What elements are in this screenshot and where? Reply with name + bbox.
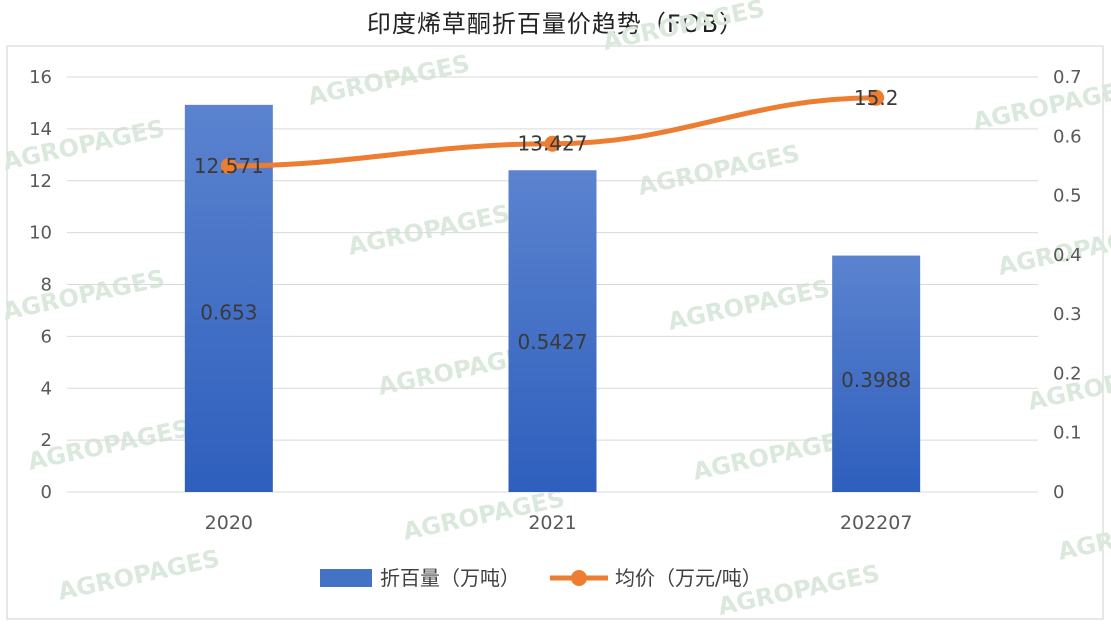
watermark-text: AGROPAGES	[635, 139, 802, 201]
y-right-tick-label: 0.3	[1053, 304, 1082, 325]
watermark-text: AGROPAGES	[0, 264, 167, 326]
line-point	[220, 157, 237, 174]
watermark-text: AGROPAGES	[970, 74, 1111, 136]
line-point	[868, 89, 885, 106]
y-left-tick-label: 2	[41, 430, 52, 451]
legend-line-label: 均价（万元/吨）	[615, 566, 762, 590]
y-left-tick-label: 16	[29, 67, 52, 88]
line-point	[544, 135, 561, 152]
x-category-label: 2021	[528, 512, 576, 534]
bar	[832, 255, 921, 492]
y-left-tick-label: 8	[41, 275, 52, 296]
bar-data-label: 0.3988	[841, 368, 911, 392]
line-series	[220, 89, 885, 174]
watermark-text: AGROPAGES	[600, 0, 767, 56]
watermark-text: AGROPAGES	[55, 544, 222, 606]
chart-title: 印度烯草酮折百量价趋势（FOB）	[366, 10, 745, 38]
y-right-tick-label: 0.7	[1053, 67, 1082, 88]
y-right-tick-label: 0.2	[1053, 363, 1082, 384]
legend-line-marker	[571, 570, 587, 586]
y-right-tick-label: 0.1	[1053, 423, 1082, 444]
legend-bar-swatch	[320, 569, 372, 587]
bar	[508, 170, 597, 493]
line-data-label: 15.2	[854, 86, 899, 110]
y-left-tick-label: 6	[41, 326, 52, 347]
line-data-label: 12.571	[194, 154, 264, 178]
data-labels: 0.653 0.5427 0.3988 12.571 13.427 15.2	[194, 86, 911, 392]
axis-ticks: 0 2 4 6 8 10 12 14 16 0 0.1 0.2 0.3 0.4 0.5 0.6 0.7 2020 2…	[29, 67, 1082, 534]
line-data-label: 13.427	[518, 132, 588, 156]
watermark-text: AGROPAGES	[665, 274, 832, 336]
y-right-tick-label: 0.6	[1053, 126, 1082, 147]
watermark-text: AGROPAGES	[345, 199, 512, 261]
y-left-tick-label: 0	[41, 482, 52, 503]
y-right-tick-label: 0.5	[1053, 186, 1082, 207]
watermark-text: AGROPAGES	[0, 114, 167, 176]
y-left-tick-label: 12	[29, 171, 52, 192]
y-right-tick-label: 0.4	[1053, 245, 1082, 266]
y-left-tick-label: 10	[29, 223, 52, 244]
y-left-tick-label: 14	[29, 119, 52, 140]
watermark-text: AGROPAGES	[690, 424, 857, 486]
x-category-label: 2020	[205, 512, 253, 534]
watermark-text: AGROPAGES	[305, 49, 472, 111]
bar-data-label: 0.5427	[518, 330, 588, 354]
legend-bar-label: 折百量（万吨）	[380, 566, 520, 590]
bar-data-label: 0.653	[200, 301, 257, 325]
legend: 折百量（万吨） 均价（万元/吨）	[320, 566, 762, 590]
chart-border	[6, 45, 1104, 620]
x-category-label: 202207	[840, 512, 913, 534]
y-left-tick-label: 4	[41, 378, 52, 399]
y-right-tick-label: 0	[1053, 482, 1064, 503]
